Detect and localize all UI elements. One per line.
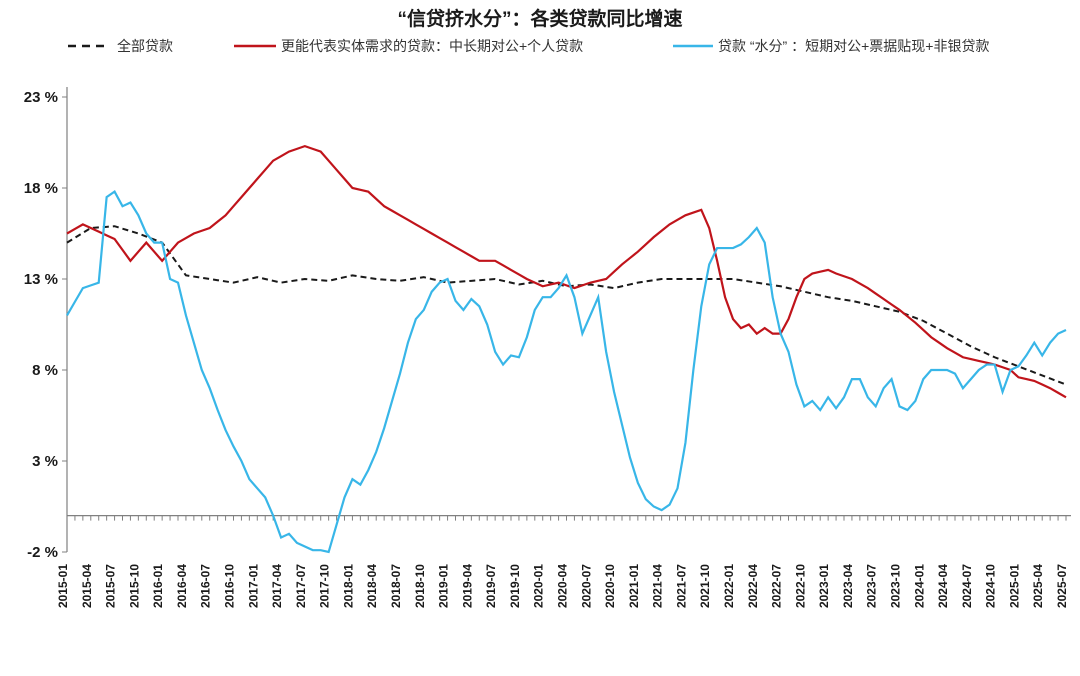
svg-text:8 %: 8 % [32, 362, 58, 379]
svg-text:更能代表实体需求的贷款：中长期对公+个人贷款: 更能代表实体需求的贷款：中长期对公+个人贷款 [281, 38, 583, 54]
svg-text:贷款 “水分” ：短期对公+票据贴现+非银贷款: 贷款 “水分” ：短期对公+票据贴现+非银贷款 [718, 38, 989, 54]
svg-text:2024-01: 2024-01 [912, 564, 926, 608]
svg-text:2023-10: 2023-10 [889, 564, 903, 608]
svg-text:2025-01: 2025-01 [1007, 564, 1021, 608]
svg-text:2023-01: 2023-01 [817, 564, 831, 608]
svg-text:2015-07: 2015-07 [104, 564, 118, 608]
svg-text:18 %: 18 % [24, 180, 58, 197]
svg-text:2022-07: 2022-07 [770, 564, 784, 608]
svg-text:2019-10: 2019-10 [508, 564, 522, 608]
svg-text:2016-07: 2016-07 [199, 564, 213, 608]
svg-text:2025-07: 2025-07 [1055, 564, 1069, 608]
svg-text:2015-01: 2015-01 [56, 564, 70, 608]
svg-text:2020-10: 2020-10 [603, 564, 617, 608]
svg-text:2019-01: 2019-01 [437, 564, 451, 608]
svg-text:2024-07: 2024-07 [960, 564, 974, 608]
svg-text:2020-04: 2020-04 [556, 564, 570, 608]
svg-text:2018-04: 2018-04 [365, 564, 379, 608]
svg-text:2021-10: 2021-10 [698, 564, 712, 608]
svg-text:2016-01: 2016-01 [151, 564, 165, 608]
svg-text:2025-04: 2025-04 [1031, 564, 1045, 608]
svg-text:2018-07: 2018-07 [389, 564, 403, 608]
svg-text:3 %: 3 % [32, 453, 58, 470]
svg-text:2022-10: 2022-10 [793, 564, 807, 608]
svg-text:2017-01: 2017-01 [246, 564, 260, 608]
svg-text:2022-04: 2022-04 [746, 564, 760, 608]
svg-text:-2 %: -2 % [27, 544, 58, 561]
svg-text:2018-01: 2018-01 [341, 564, 355, 608]
svg-text:2017-10: 2017-10 [318, 564, 332, 608]
svg-text:2017-04: 2017-04 [270, 564, 284, 608]
svg-text:2023-04: 2023-04 [841, 564, 855, 608]
svg-text:2016-04: 2016-04 [175, 564, 189, 608]
svg-text:全部贷款: 全部贷款 [117, 38, 173, 54]
svg-text:2020-01: 2020-01 [532, 564, 546, 608]
svg-text:2022-01: 2022-01 [722, 564, 736, 608]
svg-text:13 %: 13 % [24, 271, 58, 288]
svg-text:2019-04: 2019-04 [460, 564, 474, 608]
svg-text:2021-04: 2021-04 [651, 564, 665, 608]
svg-text:2018-10: 2018-10 [413, 564, 427, 608]
svg-text:2019-07: 2019-07 [484, 564, 498, 608]
svg-text:23 %: 23 % [24, 89, 58, 106]
svg-text:2020-07: 2020-07 [579, 564, 593, 608]
svg-text:2024-04: 2024-04 [936, 564, 950, 608]
svg-text:2021-01: 2021-01 [627, 564, 641, 608]
svg-text:2015-10: 2015-10 [127, 564, 141, 608]
svg-text:2017-07: 2017-07 [294, 564, 308, 608]
svg-text:2024-10: 2024-10 [984, 564, 998, 608]
svg-text:2021-07: 2021-07 [674, 564, 688, 608]
svg-text:2023-07: 2023-07 [865, 564, 879, 608]
svg-text:2015-04: 2015-04 [80, 564, 94, 608]
svg-text:2016-10: 2016-10 [223, 564, 237, 608]
